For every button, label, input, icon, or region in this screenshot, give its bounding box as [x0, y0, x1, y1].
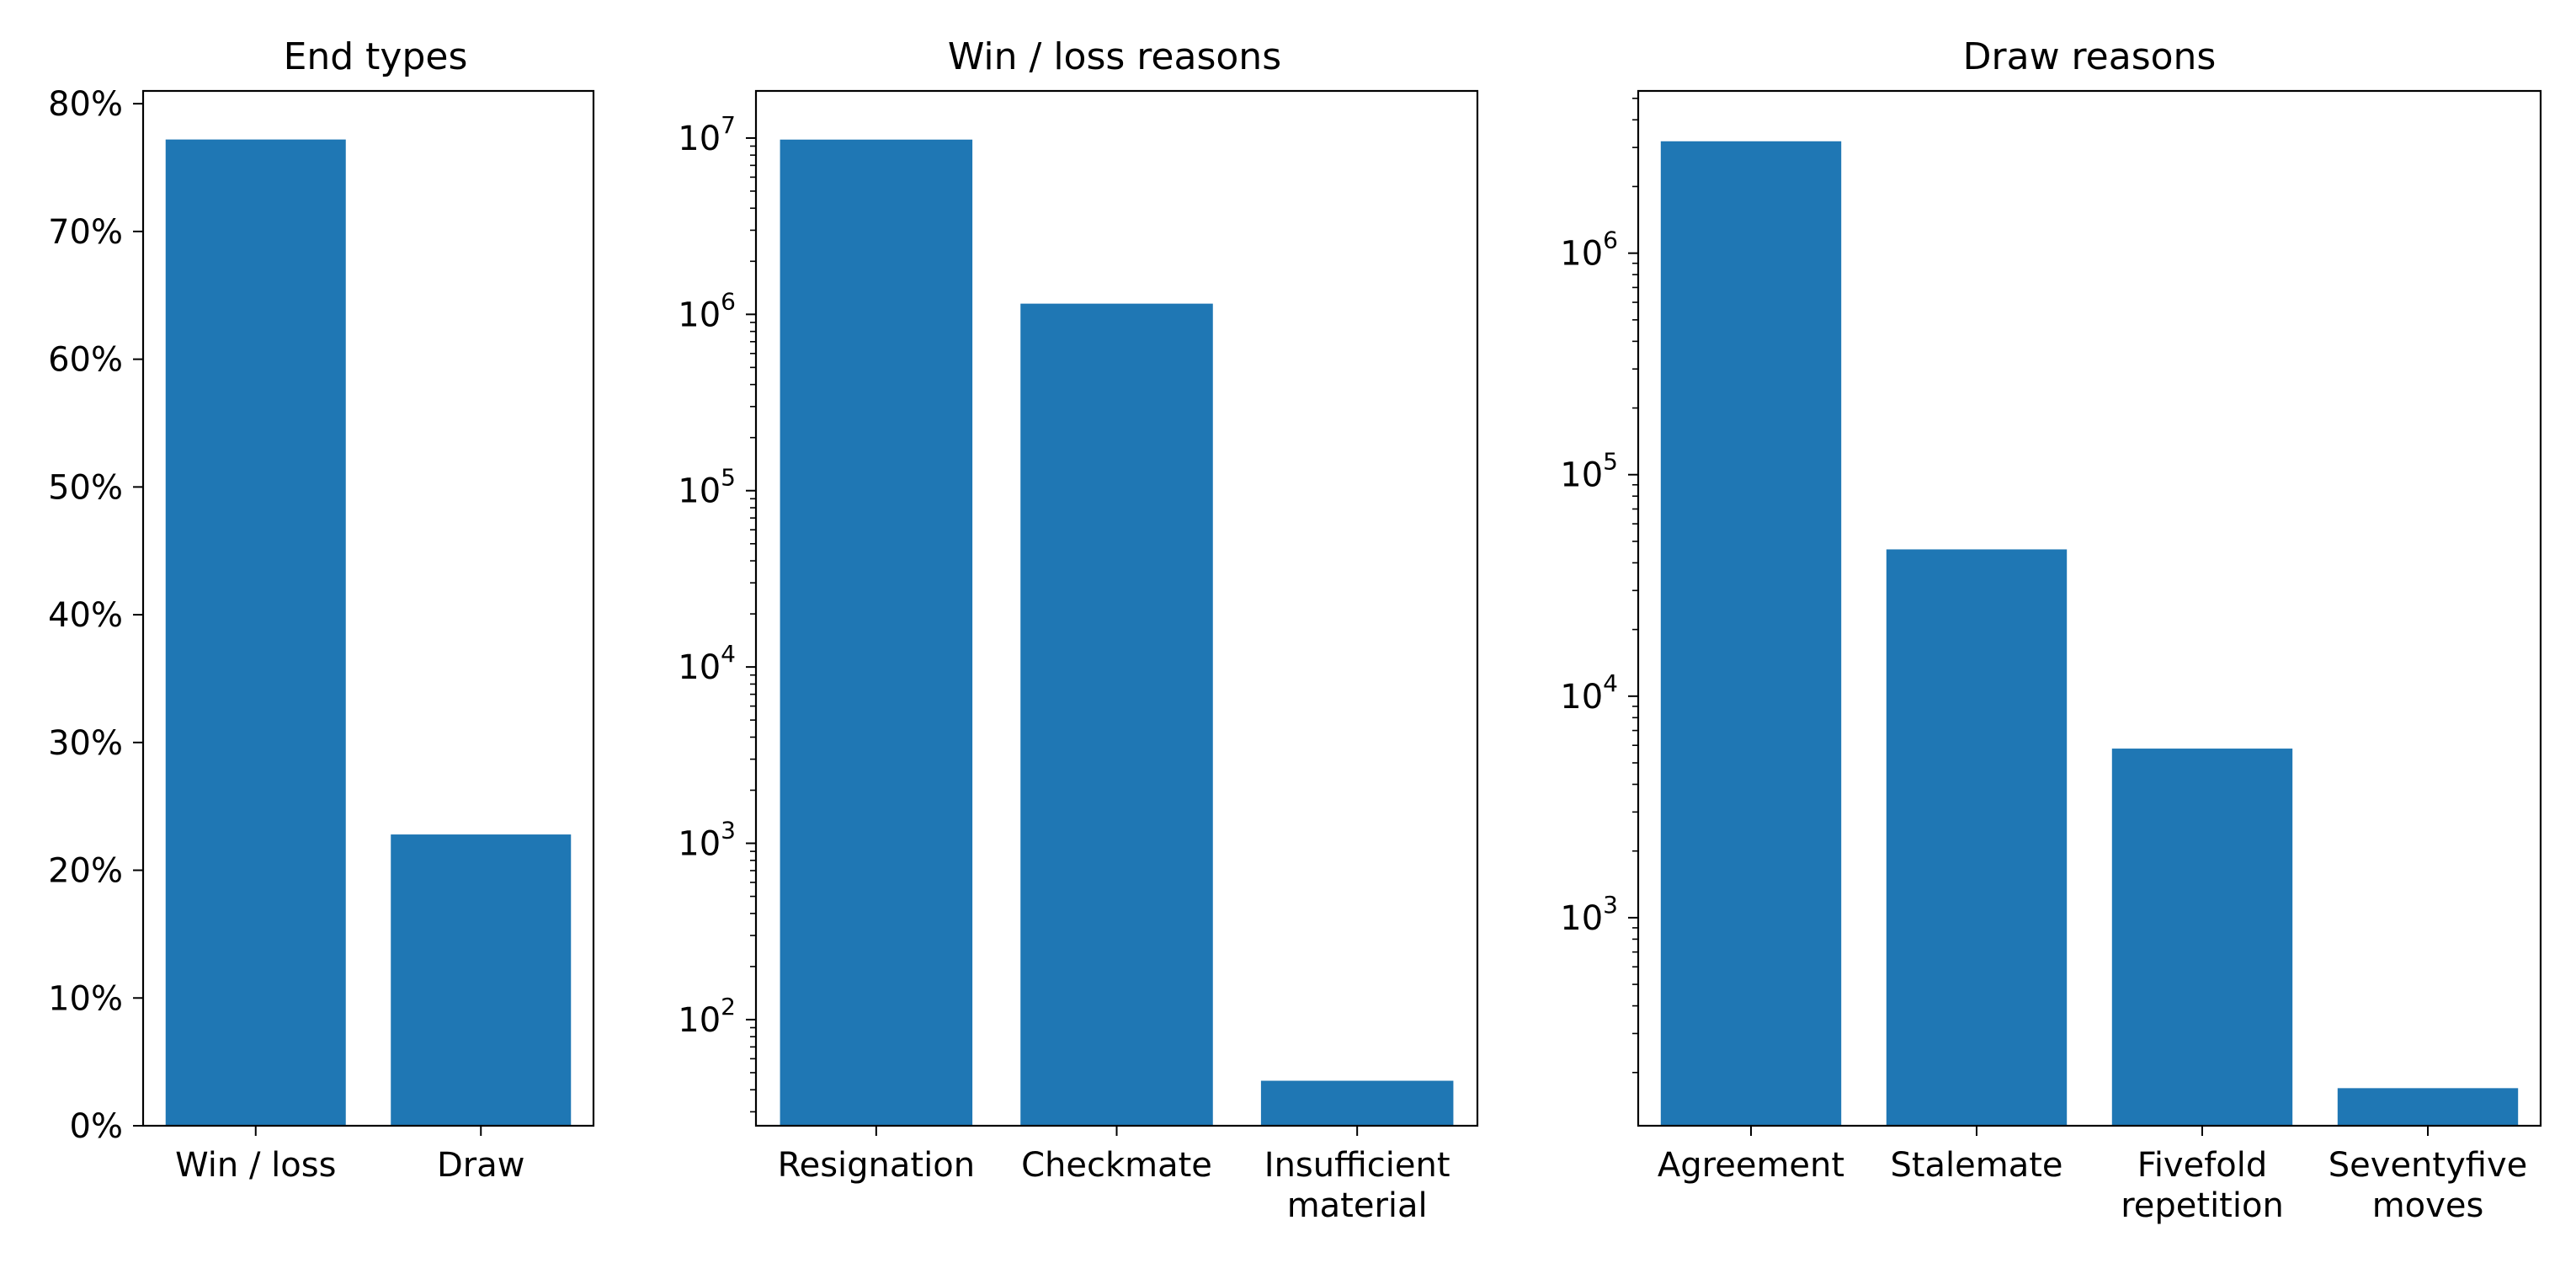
end-types-title: End types	[284, 35, 468, 78]
draw-reasons-bar-fivefold-repetition	[2111, 749, 2293, 1126]
draw-reasons-ytick-label: 103	[1560, 891, 1618, 938]
draw-reasons-ytick-label: 104	[1560, 669, 1618, 717]
draw-reasons-axes-frame	[1637, 89, 2542, 1127]
end-types-xtick-label: Draw	[437, 1146, 524, 1185]
end-types-ytick-label: 80%	[48, 85, 123, 124]
draw-reasons-xtick-label: Fivefold repetition	[2121, 1146, 2284, 1225]
win-loss-reasons-ytick-label: 105	[678, 464, 736, 511]
end-types-ytick-label: 0%	[70, 1107, 123, 1146]
end-types-ytick-label: 50%	[48, 468, 123, 507]
win-loss-reasons-axes-frame	[754, 89, 1479, 1127]
draw-reasons-bar-agreement	[1660, 141, 1842, 1126]
draw-reasons-title: Draw reasons	[1963, 35, 2217, 78]
draw-reasons-bar-stalemate	[1886, 549, 2068, 1126]
end-types-ytick-label: 40%	[48, 596, 123, 635]
win-loss-reasons-ytick-label: 103	[678, 817, 736, 864]
win-loss-reasons-bar-checkmate	[1020, 303, 1213, 1127]
end-types-ytick-label: 20%	[48, 852, 123, 891]
win-loss-reasons-ytick-label: 102	[678, 993, 736, 1040]
win-loss-reasons-bar-resignation	[780, 139, 973, 1126]
win-loss-reasons-panel: Win / loss reasons Resignation Checkmate I…	[678, 35, 1479, 1225]
win-loss-reasons-ytick-label: 104	[678, 640, 736, 687]
end-types-ytick-label: 30%	[48, 724, 123, 763]
win-loss-reasons-xtick-label: Resignation	[778, 1146, 975, 1185]
draw-reasons-ytick-label: 106	[1560, 226, 1618, 274]
end-types-xtick-label: Win / loss	[175, 1146, 336, 1185]
draw-reasons-xtick-label: Stalemate	[1890, 1146, 2062, 1185]
win-loss-reasons-bar-insufficient-material	[1260, 1080, 1454, 1126]
end-types-axes-frame	[141, 89, 595, 1127]
draw-reasons-bar-seventyfive-moves	[2337, 1088, 2519, 1126]
draw-reasons-xtick-label: Seventyfive moves	[2329, 1146, 2527, 1225]
end-types-panel: End types Win / loss Draw 0% 10% 20% 30% 40% 50…	[48, 35, 595, 1185]
end-types-bar-win-loss	[165, 139, 346, 1127]
end-types-ytick-label: 10%	[48, 979, 123, 1018]
end-types-bar-draw	[391, 834, 572, 1126]
draw-reasons-xtick-label: Agreement	[1658, 1146, 1844, 1185]
win-loss-reasons-xtick-label: Checkmate	[1021, 1146, 1212, 1185]
win-loss-reasons-xtick-label: Insufficient material	[1264, 1146, 1450, 1225]
draw-reasons-panel: Draw reasons Agreement Stalemate Fivefold r…	[1560, 35, 2542, 1225]
draw-reasons-ytick-label: 105	[1560, 448, 1618, 495]
win-loss-reasons-ytick-label: 107	[678, 111, 736, 158]
win-loss-reasons-ytick-label: 106	[678, 287, 736, 334]
end-types-ytick-label: 70%	[48, 213, 123, 252]
end-types-ytick-label: 60%	[48, 341, 123, 380]
win-loss-reasons-title: Win / loss reasons	[948, 35, 1281, 78]
